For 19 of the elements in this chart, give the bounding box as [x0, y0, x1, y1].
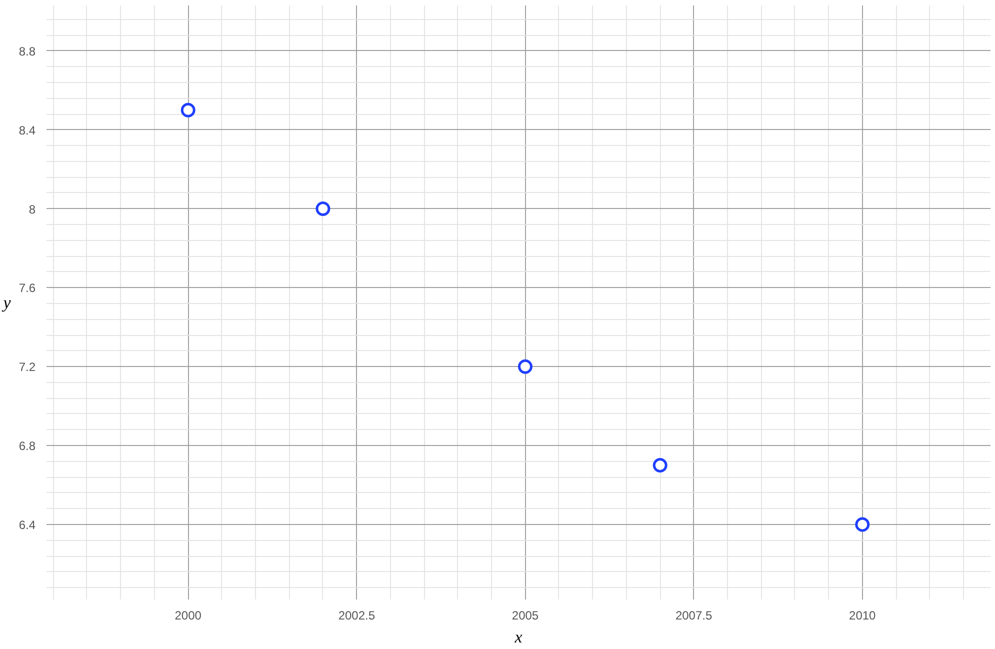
point — [518, 359, 532, 374]
y-tick-label: 8 — [28, 202, 36, 216]
x-tick-label: 2007.5 — [675, 608, 712, 622]
y-tick-label: 7.2 — [18, 360, 36, 374]
y-tick-label: 6.4 — [18, 518, 36, 532]
x-tick-label: 2005 — [512, 608, 539, 622]
x-axis-title: x — [514, 628, 523, 646]
x-tick-label: 2010 — [849, 608, 876, 622]
y-tick-label: 7.6 — [18, 281, 36, 296]
point — [180, 102, 196, 118]
y-axis-title: y — [1, 293, 12, 312]
point — [316, 202, 330, 216]
x-tick-label: 2000 — [174, 608, 202, 622]
y-tick-label: 8.4 — [18, 123, 36, 138]
point — [855, 517, 870, 532]
y-tick-label: 8.8 — [18, 44, 36, 58]
y-tick-label: 6.8 — [18, 439, 36, 454]
point — [652, 458, 668, 473]
x-tick-label: 2002.5 — [338, 608, 376, 622]
